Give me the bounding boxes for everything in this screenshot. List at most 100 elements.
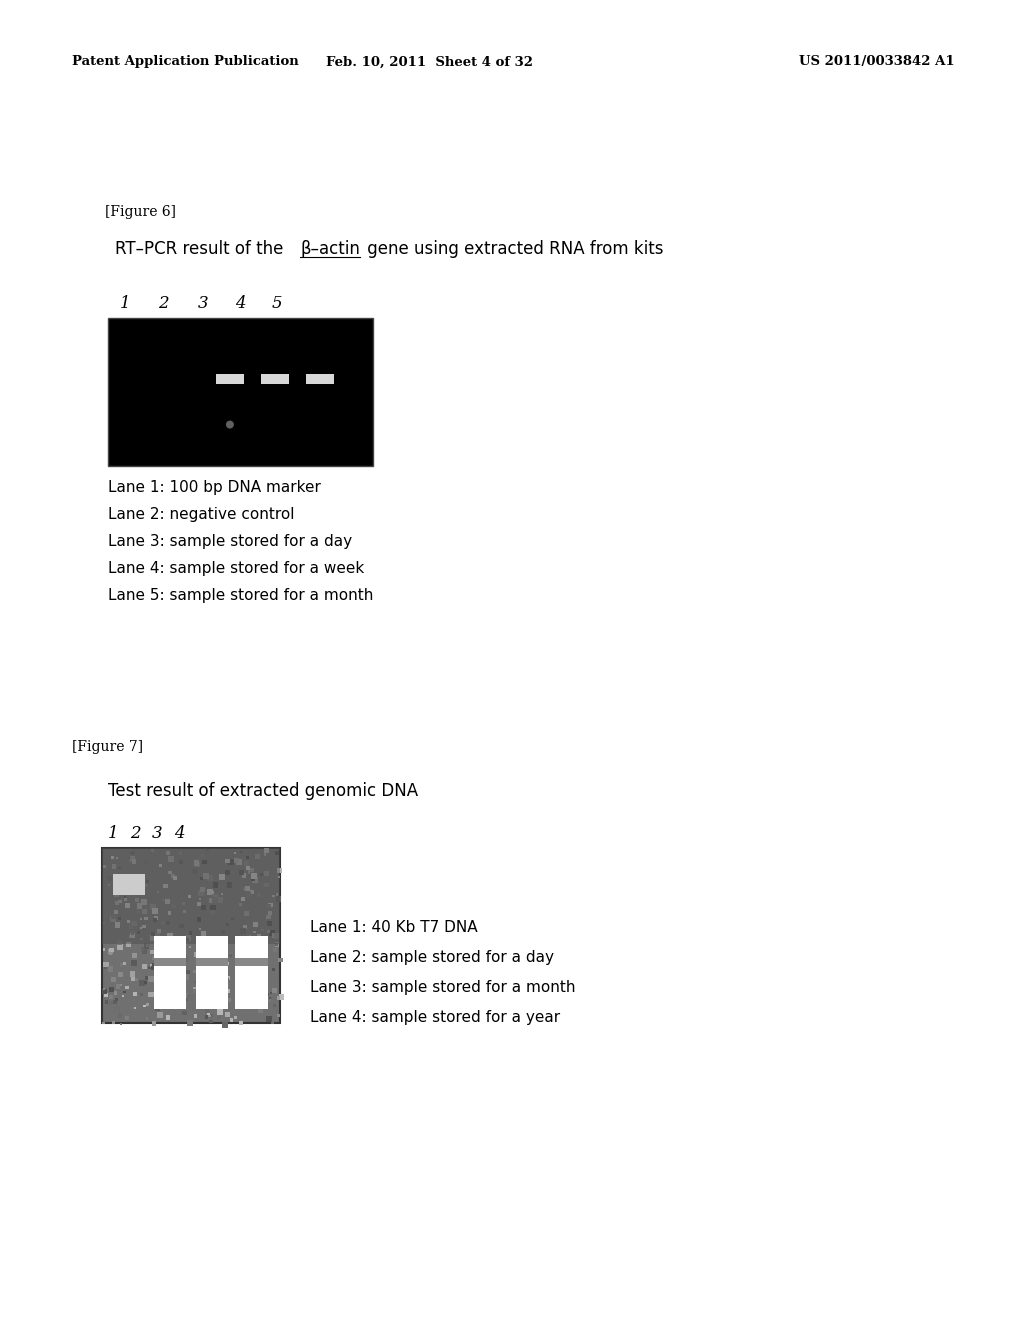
- Bar: [163, 973, 167, 975]
- Bar: [245, 973, 249, 977]
- Bar: [246, 855, 249, 859]
- Bar: [142, 965, 147, 969]
- Bar: [141, 899, 146, 906]
- Bar: [229, 953, 231, 956]
- Bar: [146, 880, 148, 883]
- Bar: [208, 890, 213, 895]
- Bar: [131, 920, 136, 925]
- Bar: [106, 895, 109, 898]
- Bar: [131, 859, 136, 863]
- Bar: [114, 1006, 120, 1012]
- Bar: [113, 999, 117, 1005]
- Bar: [137, 932, 139, 935]
- Bar: [257, 894, 261, 898]
- Bar: [102, 948, 105, 950]
- Bar: [228, 859, 233, 865]
- Bar: [126, 942, 131, 948]
- Bar: [112, 977, 116, 982]
- Bar: [264, 849, 269, 853]
- Bar: [222, 982, 228, 989]
- Bar: [125, 986, 129, 990]
- Bar: [144, 981, 146, 983]
- Bar: [197, 903, 201, 906]
- Bar: [120, 985, 122, 986]
- Bar: [201, 978, 204, 982]
- Bar: [240, 999, 245, 1005]
- Bar: [209, 1015, 211, 1016]
- Bar: [217, 1016, 220, 1019]
- Bar: [194, 981, 197, 983]
- Bar: [275, 851, 280, 855]
- Bar: [102, 847, 280, 944]
- Bar: [144, 982, 146, 985]
- Bar: [267, 929, 270, 933]
- Bar: [156, 933, 161, 939]
- Bar: [151, 904, 156, 909]
- Bar: [198, 965, 202, 969]
- Bar: [205, 1015, 209, 1019]
- Bar: [197, 954, 201, 958]
- Bar: [143, 927, 147, 931]
- Bar: [226, 883, 232, 888]
- Bar: [269, 931, 275, 936]
- Bar: [215, 870, 217, 873]
- Bar: [118, 917, 121, 920]
- Bar: [179, 937, 182, 941]
- Bar: [200, 876, 203, 880]
- Bar: [233, 851, 236, 854]
- Bar: [234, 858, 237, 859]
- Bar: [209, 975, 214, 981]
- Bar: [183, 993, 188, 998]
- Text: 1: 1: [108, 825, 119, 842]
- Bar: [238, 936, 243, 941]
- Bar: [229, 1018, 233, 1022]
- Bar: [211, 891, 214, 894]
- Bar: [126, 908, 130, 911]
- Bar: [148, 991, 154, 997]
- Bar: [201, 906, 206, 911]
- Bar: [237, 982, 243, 989]
- Bar: [234, 1016, 237, 1019]
- Bar: [201, 887, 205, 892]
- Bar: [258, 948, 261, 952]
- Bar: [229, 954, 232, 957]
- Bar: [271, 1022, 274, 1024]
- Bar: [273, 933, 280, 939]
- Bar: [213, 954, 217, 958]
- Bar: [109, 995, 113, 999]
- Bar: [186, 994, 191, 999]
- Bar: [239, 1020, 243, 1024]
- Bar: [123, 962, 126, 965]
- Bar: [197, 957, 228, 966]
- Bar: [135, 898, 139, 902]
- Bar: [193, 869, 198, 874]
- Bar: [257, 1001, 259, 1003]
- Bar: [179, 853, 181, 855]
- Bar: [244, 974, 249, 978]
- Bar: [133, 993, 137, 997]
- Bar: [102, 847, 280, 1023]
- Bar: [104, 1001, 109, 1003]
- Bar: [140, 993, 142, 995]
- Bar: [119, 899, 122, 903]
- Bar: [267, 911, 271, 915]
- Text: 4: 4: [174, 825, 184, 842]
- Bar: [253, 931, 256, 933]
- Bar: [248, 867, 254, 874]
- Bar: [122, 995, 124, 998]
- Text: Feb. 10, 2011  Sheet 4 of 32: Feb. 10, 2011 Sheet 4 of 32: [327, 55, 534, 69]
- Bar: [127, 920, 130, 923]
- Bar: [202, 1005, 206, 1008]
- Bar: [261, 375, 289, 384]
- Bar: [125, 903, 130, 908]
- Bar: [244, 968, 247, 970]
- Bar: [251, 939, 256, 944]
- Bar: [184, 981, 187, 983]
- Bar: [154, 936, 185, 1008]
- Bar: [166, 851, 170, 855]
- Bar: [165, 899, 170, 904]
- Bar: [220, 945, 222, 948]
- Bar: [157, 1012, 163, 1018]
- Bar: [245, 970, 248, 974]
- Bar: [186, 970, 189, 974]
